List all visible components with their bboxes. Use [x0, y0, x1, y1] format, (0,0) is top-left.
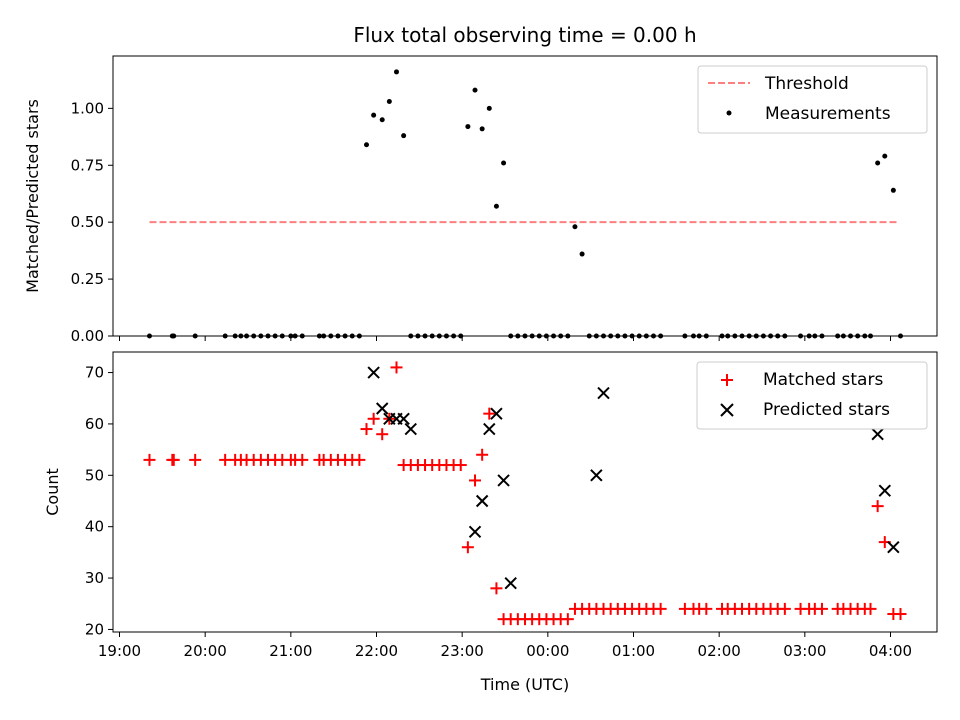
- matched-star-point: [167, 453, 180, 466]
- bottom-y-axis-label: Count: [43, 468, 62, 516]
- measurement-point: [401, 133, 407, 139]
- top-y-tick-label: 0.50: [71, 213, 104, 231]
- bottom-y-tick-label: 50: [85, 466, 104, 484]
- predicted-star-point: [504, 576, 517, 590]
- measurement-point: [386, 99, 392, 105]
- bottom-y-tick-label: 60: [85, 415, 104, 433]
- matched-star-point: [894, 608, 907, 621]
- bottom-y-tick-label: 20: [85, 620, 104, 638]
- predicted-star-point: [497, 474, 510, 487]
- predicted-star-point: [468, 525, 482, 539]
- matched-star-point: [461, 541, 474, 554]
- x-tick-label: 22:00: [355, 642, 398, 660]
- measurement-point: [379, 117, 385, 123]
- matched-star-point: [469, 474, 482, 487]
- legend-matched-swatch: [721, 374, 733, 386]
- top-y-tick-label: 0.75: [71, 156, 104, 174]
- legend-predicted-label: Predicted stars: [763, 400, 890, 420]
- x-tick-label: 21:00: [269, 642, 312, 660]
- matched-star-point: [778, 602, 791, 615]
- predicted-star-point: [590, 469, 603, 482]
- measurement-point: [364, 142, 370, 148]
- matched-star-point: [296, 453, 309, 466]
- predicted-star-point: [887, 541, 900, 554]
- predicted-star-point: [490, 407, 503, 420]
- measurement-point: [882, 153, 888, 159]
- matched-star-point: [476, 448, 489, 461]
- matched-star-point: [367, 412, 380, 425]
- matched-star-point: [483, 407, 496, 420]
- top-panel: 0.00 0.25 0.50 0.75 1.00 Matched/Predicted s…: [23, 55, 938, 345]
- measurement-point: [393, 69, 399, 75]
- x-tick-label: 02:00: [698, 642, 741, 660]
- measurement-point: [572, 224, 578, 230]
- predicted-star-point: [597, 386, 610, 400]
- bottom-y-tick-label: 30: [85, 569, 104, 587]
- measurement-point: [465, 124, 471, 130]
- top-y-tick-label: 0.25: [71, 270, 104, 288]
- matched-star-point: [815, 602, 828, 615]
- matched-star-point: [454, 459, 467, 472]
- matched-star-point: [189, 453, 202, 466]
- measurement-point: [486, 105, 492, 111]
- x-tick-label: 20:00: [184, 642, 227, 660]
- predicted-star-point: [475, 494, 489, 508]
- measurement-point: [493, 203, 499, 209]
- predicted-star-point: [878, 484, 891, 497]
- legend-measurements-label: Measurements: [765, 104, 891, 124]
- top-plot-frame: [112, 55, 938, 337]
- measurement-point: [875, 160, 881, 166]
- measurement-point: [501, 160, 507, 166]
- predicted-star-point: [483, 422, 496, 436]
- bottom-legend: Matched stars Predicted stars: [696, 361, 928, 430]
- legend-matched-label: Matched stars: [763, 370, 883, 390]
- x-tick-label: 19:00: [98, 642, 141, 660]
- legend-measurements-swatch: [726, 110, 732, 116]
- matched-star-point: [376, 428, 389, 441]
- matched-star-point: [700, 602, 713, 615]
- matched-star-point: [864, 602, 877, 615]
- bottom-legend-box: [696, 361, 928, 430]
- matched-star-point: [390, 361, 403, 374]
- chart-title: Flux total observing time = 0.00 h: [353, 23, 696, 47]
- bottom-panel: 20 30 40 50 60 70 19:00 20:00 21:00 22:00 23:00 00…: [43, 351, 938, 694]
- top-legend-box: [697, 65, 928, 134]
- top-legend: Threshold Measurements: [697, 65, 928, 134]
- matched-star-point: [353, 453, 366, 466]
- legend-predicted-swatch: [720, 403, 734, 417]
- measurement-point: [479, 126, 485, 132]
- measurement-point: [371, 112, 377, 118]
- x-tick-label: 00:00: [526, 642, 569, 660]
- bottom-plot-frame: [112, 351, 938, 633]
- top-y-tick-label: 1.00: [71, 99, 104, 117]
- matched-star-point: [654, 602, 667, 615]
- matched-star-point: [490, 582, 503, 595]
- predicted-star-point: [404, 422, 417, 436]
- top-y-axis-label: Matched/Predicted stars: [23, 99, 42, 293]
- top-y-tick-label: 0.00: [71, 327, 104, 345]
- measurement-point: [472, 87, 478, 93]
- measurement-point: [890, 187, 896, 193]
- predicted-star-point: [871, 427, 884, 441]
- x-tick-label: 23:00: [441, 642, 484, 660]
- x-tick-label: 04:00: [869, 642, 912, 660]
- matched-star-point: [360, 423, 373, 436]
- predicted-star-point: [367, 366, 380, 379]
- measurement-point: [579, 251, 585, 257]
- legend-threshold-label: Threshold: [764, 74, 849, 94]
- predicted-star-point: [376, 402, 389, 415]
- matched-star-point: [143, 453, 156, 466]
- matched-star-point: [871, 500, 884, 513]
- x-tick-label: 03:00: [783, 642, 826, 660]
- bottom-y-tick-label: 70: [85, 364, 104, 382]
- matched-star-point: [561, 613, 574, 626]
- predicted-star-point: [397, 412, 410, 425]
- x-axis-label: Time (UTC): [480, 675, 569, 694]
- bottom-y-tick-label: 40: [85, 518, 104, 536]
- x-tick-label: 01:00: [612, 642, 655, 660]
